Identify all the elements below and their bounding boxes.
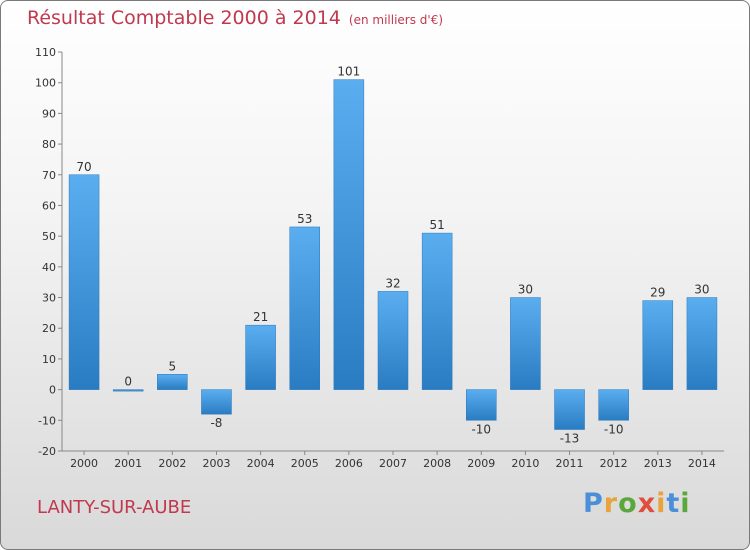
title-unit: (en milliers d'€): [348, 13, 444, 27]
y-tick-label: 90: [42, 107, 56, 120]
bar-2010: [510, 297, 541, 390]
bar-2004: [245, 324, 276, 390]
data-label-2011: -13: [560, 432, 580, 446]
data-label-2005: 53: [297, 212, 312, 226]
logo-letter: o: [618, 488, 638, 519]
y-tick-label: 70: [42, 169, 56, 182]
x-tick-label: 2012: [600, 457, 628, 470]
logo-letter: t: [666, 488, 681, 519]
x-tick-label: 2008: [423, 457, 451, 470]
bar-2006: [333, 79, 365, 390]
data-label-2001: 0: [124, 375, 132, 389]
bars: [68, 79, 718, 430]
x-tick-label: 2014: [688, 457, 716, 470]
bar-2011: [554, 389, 585, 430]
logo-letter: x: [637, 488, 657, 519]
bar-2014: [686, 297, 718, 390]
data-label-2008: 51: [429, 218, 444, 232]
data-label-2012: -10: [604, 422, 624, 436]
bar-2007: [377, 291, 409, 390]
x-tick-label: 2003: [202, 457, 230, 470]
x-tick-label: 2001: [114, 457, 142, 470]
logo-letter: i: [656, 488, 667, 519]
data-label-2007: 32: [385, 276, 400, 290]
data-label-2003: -8: [210, 416, 222, 430]
data-label-2006: 101: [337, 65, 360, 79]
x-tick-label: 2006: [335, 457, 363, 470]
bar-2001: [112, 389, 144, 392]
y-tick-label: 60: [42, 199, 56, 212]
x-tick-label: 2013: [644, 457, 672, 470]
y-tick-label: 40: [42, 261, 56, 274]
y-tick-label: 20: [42, 322, 56, 335]
x-tick-label: 2005: [291, 457, 319, 470]
logo-letter: i: [680, 488, 691, 519]
y-tick-label: -20: [38, 445, 56, 458]
logo-letter: P: [583, 488, 604, 519]
x-tick-label: 2010: [511, 457, 539, 470]
data-label-2002: 5: [169, 359, 177, 373]
x-tick-label: 2002: [158, 457, 186, 470]
bar-2002: [157, 374, 188, 390]
data-label-2014: 30: [694, 283, 709, 297]
bar-2003: [201, 389, 232, 415]
data-label-2010: 30: [518, 283, 533, 297]
data-label-2009: -10: [471, 422, 491, 436]
chart-title: Résultat Comptable 2000 à 2014 (en millie…: [27, 7, 443, 29]
y-tick-label: 10: [42, 353, 56, 366]
y-tick-label: 80: [42, 138, 56, 151]
x-tick-label: 2011: [556, 457, 584, 470]
logo-letter: r: [603, 488, 619, 519]
place-name: LANTY-SUR-AUBE: [37, 497, 192, 518]
y-tick-label: -10: [38, 414, 56, 427]
bar-2000: [68, 174, 100, 390]
data-label-2013: 29: [650, 286, 665, 300]
y-tick-label: 50: [42, 230, 56, 243]
y-tick-label: 100: [35, 77, 56, 90]
x-tick-label: 2004: [247, 457, 275, 470]
title-text: Résultat Comptable 2000 à 2014: [27, 7, 341, 29]
x-tick-label: 2009: [467, 457, 495, 470]
bar-2013: [642, 300, 674, 390]
proxiti-logo: Proxiti: [583, 488, 691, 519]
data-label-2000: 70: [76, 160, 91, 174]
y-tick-label: 30: [42, 292, 56, 305]
bar-2005: [289, 226, 320, 390]
data-label-2004: 21: [253, 310, 268, 324]
bar-2009: [466, 389, 497, 421]
bar-2012: [598, 389, 629, 421]
x-tick-label: 2007: [379, 457, 407, 470]
bar-2008: [421, 232, 453, 390]
y-tick-label: 0: [49, 384, 56, 397]
y-tick-label: 110: [35, 46, 56, 59]
x-tick-label: 2000: [70, 457, 98, 470]
value-labels: 70 0 5 -8 21 53 101 32 51 -10 30 -13 -10 29 30: [76, 65, 709, 446]
